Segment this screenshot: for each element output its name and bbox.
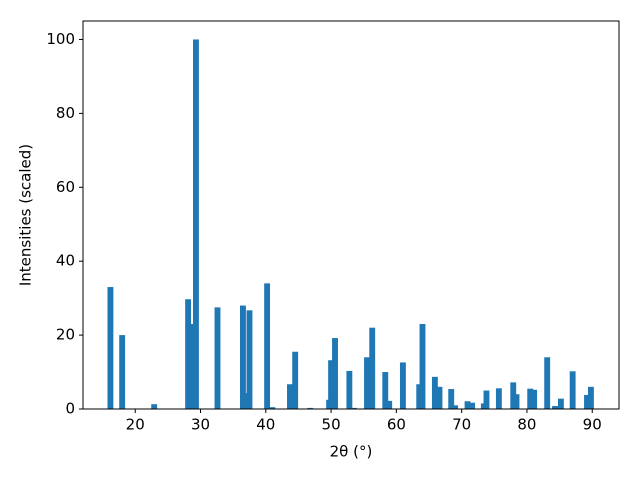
bar: [513, 394, 520, 409]
bar: [243, 393, 250, 409]
bar: [246, 310, 253, 409]
bar: [382, 372, 389, 409]
bar: [419, 324, 426, 409]
bar: [386, 400, 393, 409]
bar: [332, 338, 338, 409]
y-tick-label: 20: [56, 326, 75, 344]
bar: [328, 360, 335, 409]
y-tick-label: 40: [56, 252, 75, 270]
bar: [240, 305, 246, 409]
y-tick-label: 60: [56, 178, 75, 196]
bar: [569, 371, 576, 409]
bar: [151, 404, 158, 409]
plot-frame: [82, 20, 620, 410]
bar: [544, 357, 551, 409]
x-axis-label: 2θ (°): [330, 443, 373, 461]
x-tick-label: 90: [583, 416, 602, 434]
bar: [587, 386, 594, 409]
bar: [510, 382, 517, 409]
bar: [351, 407, 357, 409]
x-tick-label: 40: [256, 416, 275, 434]
bar: [584, 394, 590, 409]
bar: [264, 283, 271, 409]
y-axis-label: Intensities (scaled): [17, 144, 35, 286]
bar: [416, 384, 423, 409]
bar: [214, 307, 221, 409]
bar: [531, 389, 538, 409]
x-tick-label: 60: [387, 416, 406, 434]
bar: [346, 370, 353, 409]
bar: [287, 384, 293, 409]
bar: [483, 390, 490, 409]
bar: [269, 407, 276, 409]
bar: [464, 401, 471, 409]
bar: [469, 402, 476, 409]
x-tick-label: 50: [322, 416, 341, 434]
bar: [552, 406, 558, 409]
bar: [307, 407, 314, 409]
y-tick-label: 80: [56, 104, 75, 122]
bar: [364, 357, 370, 409]
x-tick-label: 70: [452, 416, 471, 434]
bar: [431, 376, 438, 409]
bar: [436, 386, 443, 409]
y-tick-label: 100: [46, 30, 75, 48]
y-tick-label: 0: [65, 400, 75, 418]
bar: [193, 39, 199, 409]
bar: [495, 388, 502, 409]
bar: [369, 327, 376, 409]
x-tick-label: 20: [126, 416, 145, 434]
bar: [185, 299, 192, 409]
bar: [399, 362, 406, 409]
bar: [119, 335, 126, 409]
bar: [557, 398, 564, 409]
bar: [292, 351, 299, 409]
x-tick-label: 30: [191, 416, 210, 434]
bar: [448, 389, 455, 409]
bar: [527, 388, 534, 409]
bar: [452, 405, 459, 409]
bar: [107, 287, 114, 409]
x-tick-label: 80: [517, 416, 536, 434]
